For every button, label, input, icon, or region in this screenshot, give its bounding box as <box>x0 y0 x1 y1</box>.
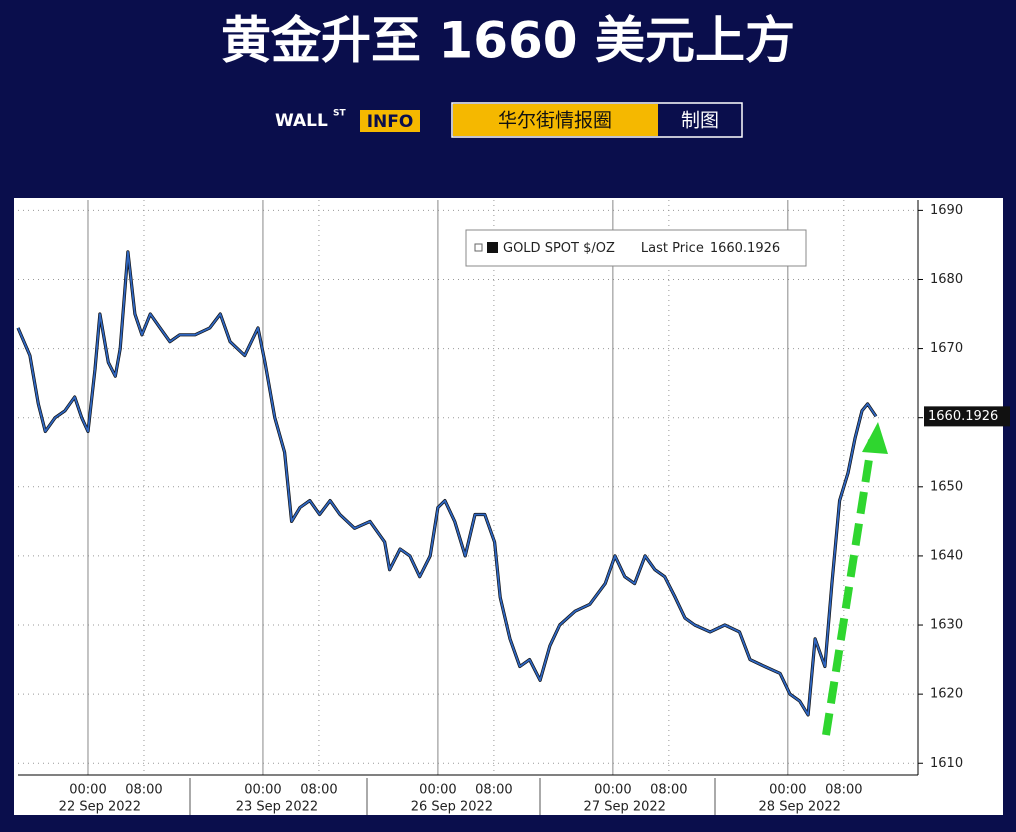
y-tick-label: 1640 <box>930 548 963 563</box>
y-tick-label: 1610 <box>930 756 963 771</box>
last-price-label: 1660.1926 <box>928 409 998 424</box>
legend-swatch <box>487 242 498 253</box>
chart-panel <box>14 198 1003 815</box>
y-tick-label: 1620 <box>930 687 963 702</box>
source-box <box>453 104 658 136</box>
arrow-head <box>862 422 888 454</box>
y-tick-label: 1690 <box>930 203 963 218</box>
x-tick-label: 08:00 <box>650 783 687 798</box>
y-tick-label: 1680 <box>930 272 963 287</box>
x-tick-label: 00:00 <box>594 783 631 798</box>
x-tick-label: 00:00 <box>769 783 806 798</box>
source-frame <box>451 102 743 138</box>
x-tick-label: 08:00 <box>300 783 337 798</box>
logo-info: INFO <box>367 112 414 132</box>
legend-toggle <box>474 243 483 252</box>
x-tick-label: 08:00 <box>825 783 862 798</box>
date-label: 28 Sep 2022 <box>759 800 841 815</box>
title: 黄金升至 1660 美元上方 <box>221 12 795 70</box>
legend-last-price: Last Price <box>641 241 704 256</box>
y-tick-label: 1630 <box>930 618 963 633</box>
chart: 16101620163016401650166016701680169000:0… <box>16 200 1010 815</box>
legend-text: GOLD SPOT $/OZ Last Price 1660.1926 <box>503 241 780 256</box>
x-tick-label: 00:00 <box>69 783 106 798</box>
logo-wall: WALL <box>275 111 328 131</box>
price-line <box>17 250 877 716</box>
logo-box <box>360 110 420 132</box>
date-label: 23 Sep 2022 <box>236 800 318 815</box>
x-tick-label: 08:00 <box>125 783 162 798</box>
last-price-tag <box>924 406 1010 427</box>
date-label: 26 Sep 2022 <box>411 800 493 815</box>
legend-value: 1660.1926 <box>710 241 780 256</box>
legend-name: GOLD SPOT $/OZ <box>503 241 615 256</box>
date-label: 27 Sep 2022 <box>584 800 666 815</box>
arrow-shaft <box>822 439 876 736</box>
date-label: 22 Sep 2022 <box>59 800 141 815</box>
made: 制图 <box>681 110 719 132</box>
source: 华尔街情报圈 <box>498 110 612 132</box>
x-tick-label: 00:00 <box>419 783 456 798</box>
y-tick-label: 1670 <box>930 341 963 356</box>
x-tick-label: 08:00 <box>475 783 512 798</box>
y-tick-label: 1650 <box>930 479 963 494</box>
legend-box <box>465 229 807 267</box>
x-tick-label: 00:00 <box>244 783 281 798</box>
logo-st: ST <box>333 109 346 119</box>
